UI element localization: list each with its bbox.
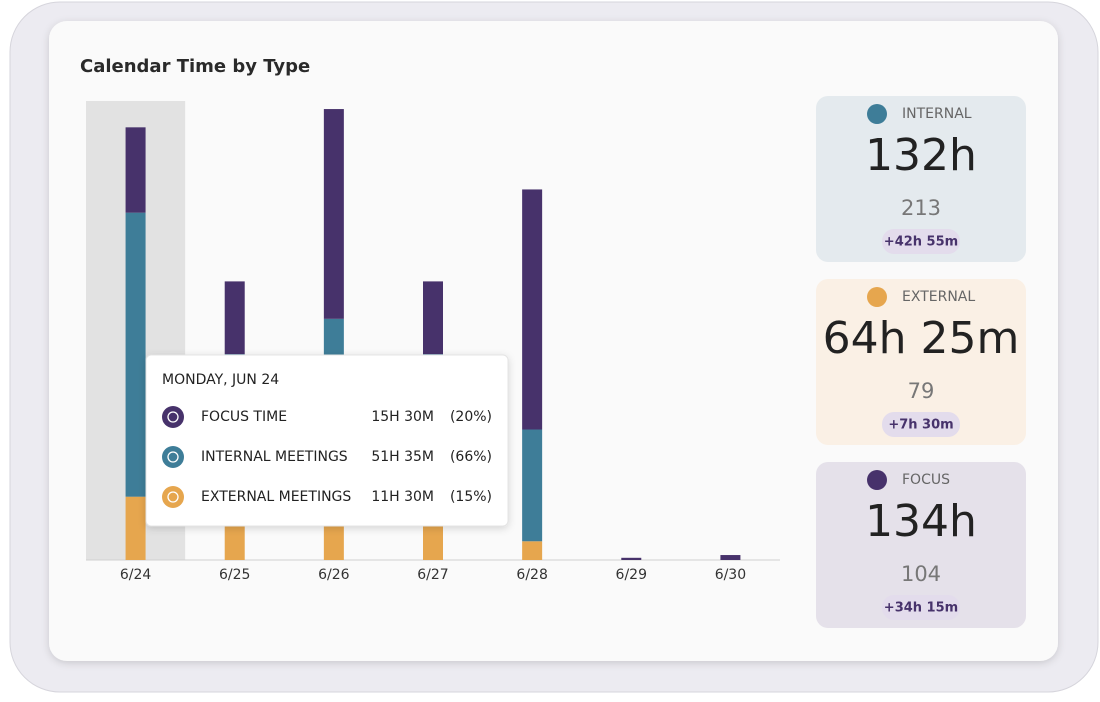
tooltip-percent: (66%) xyxy=(450,449,492,465)
bar-segment xyxy=(720,555,741,560)
bar-segment xyxy=(125,127,146,213)
x-tick-label: 6/28 xyxy=(516,567,547,583)
card-count: 104 xyxy=(901,562,941,586)
card-dot xyxy=(867,470,887,490)
tooltip-percent: (20%) xyxy=(450,409,492,425)
legend-icon xyxy=(162,486,184,508)
card-dot xyxy=(867,104,887,124)
card-delta: +7h 30m xyxy=(888,418,953,433)
tooltip-title: MONDAY, JUN 24 xyxy=(162,372,279,388)
icon-glyph xyxy=(167,451,179,463)
card-delta: +42h 55m xyxy=(884,235,958,250)
bar-segment xyxy=(423,521,443,560)
x-tick-label: 6/24 xyxy=(120,567,152,583)
tooltip-duration: 15H 30M xyxy=(371,409,434,425)
card-count: 79 xyxy=(908,379,935,403)
delta-pill xyxy=(882,412,960,437)
tooltip-duration: 51H 35M xyxy=(371,449,434,465)
bar-segment xyxy=(522,541,543,560)
bar-segment xyxy=(522,189,543,430)
legend-icon xyxy=(162,406,184,428)
summary-card xyxy=(816,279,1026,445)
card-dot xyxy=(867,287,887,307)
summary-card xyxy=(816,462,1026,628)
summary-card xyxy=(816,96,1026,262)
bar-segment xyxy=(323,515,344,560)
bar-segment xyxy=(522,429,543,542)
legend-label: EXTERNAL MEETINGS xyxy=(201,489,351,505)
card-total: 132h xyxy=(865,130,977,181)
x-tick-label: 6/29 xyxy=(616,567,647,583)
bar-segment xyxy=(224,515,245,560)
bar-segment xyxy=(125,212,146,497)
legend-label: FOCUS TIME xyxy=(201,409,287,425)
bar-segment xyxy=(423,281,443,355)
chart-title: Calendar Time by Type xyxy=(80,56,310,77)
tooltip-percent: (15%) xyxy=(450,489,492,505)
card-count: 213 xyxy=(901,196,941,220)
bar-segment xyxy=(224,281,245,355)
x-tick-label: 6/27 xyxy=(417,567,448,583)
bar-segment xyxy=(621,557,642,560)
card-delta: +34h 15m xyxy=(884,601,958,616)
icon-glyph xyxy=(167,411,179,423)
legend-icon xyxy=(162,446,184,468)
delta-pill xyxy=(882,229,960,254)
legend-label: INTERNAL MEETINGS xyxy=(201,449,348,465)
card-label: FOCUS xyxy=(902,472,950,488)
card-label: EXTERNAL xyxy=(902,289,975,305)
delta-pill xyxy=(882,595,960,620)
bar-segment xyxy=(125,496,146,560)
card-total: 64h 25m xyxy=(823,313,1020,364)
bar-segment xyxy=(323,109,344,319)
card-total: 134h xyxy=(865,496,977,547)
card-label: INTERNAL xyxy=(902,106,972,122)
icon-glyph xyxy=(167,491,179,503)
x-tick-label: 6/30 xyxy=(715,567,746,583)
x-tick-label: 6/25 xyxy=(219,567,250,583)
x-tick-label: 6/26 xyxy=(318,567,350,583)
tooltip-duration: 11H 30M xyxy=(371,489,434,505)
tooltip xyxy=(145,354,509,527)
